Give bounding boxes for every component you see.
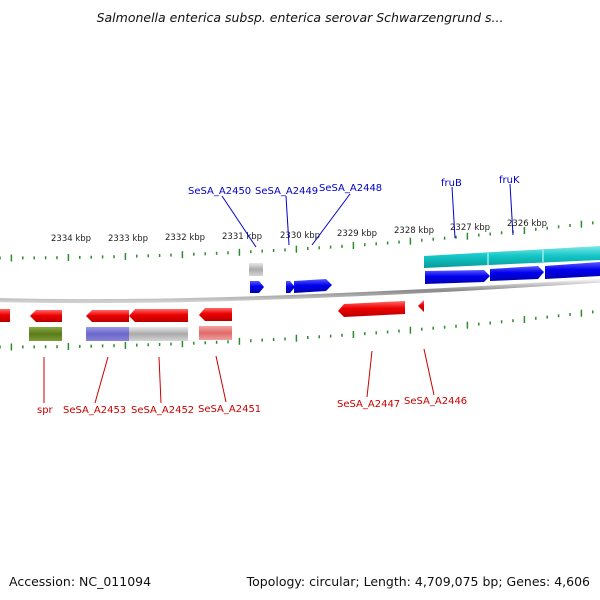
genome-backbone: [0, 278, 600, 304]
tick-label: 2326 kbp: [507, 219, 547, 229]
gene-label[interactable]: SeSA_A2452: [131, 405, 194, 416]
lower-tick-ring: [0, 309, 594, 351]
tick-label: 2329 kbp: [337, 229, 377, 239]
gene-label[interactable]: fruB: [441, 178, 462, 189]
reverse-strand-track: [0, 300, 424, 341]
cds-reverse[interactable]: [30, 310, 62, 322]
accession-label: Accession: NC_011094: [9, 574, 152, 589]
tick-label: 2328 kbp: [394, 226, 434, 236]
callout-lines: [43, 183, 514, 404]
tick-label: 2333 kbp: [108, 234, 148, 244]
gene-label[interactable]: SeSA_A2453: [63, 405, 126, 416]
cds-forward-fruB[interactable]: [425, 270, 490, 284]
cds-reverse-SeSA_A2453[interactable]: [86, 310, 129, 322]
genome-title: Salmonella enterica subsp. enterica sero…: [96, 10, 504, 25]
cds-reverse-SeSA_A2452[interactable]: [129, 309, 188, 322]
tick-label: 2327 kbp: [450, 223, 490, 233]
cds-forward-SeSA_A2448[interactable]: [294, 279, 332, 293]
tick-label: 2334 kbp: [51, 234, 91, 244]
forward-strand-track: [249, 246, 600, 293]
kbp-scale: 2334 kbp 2333 kbp 2332 kbp 2331 kbp 2330…: [51, 219, 547, 244]
gene-label[interactable]: SeSA_A2447: [337, 399, 400, 410]
cds-forward[interactable]: [545, 262, 600, 279]
feature-SeSA_A2452[interactable]: [129, 327, 188, 341]
cds-reverse-SeSA_A2446[interactable]: [418, 300, 424, 312]
cds-forward[interactable]: [424, 246, 600, 268]
gene-label[interactable]: SeSA_A2448: [319, 183, 382, 194]
cds-forward-SeSA_A2449[interactable]: [286, 281, 295, 293]
genome-summary: Topology: circular; Length: 4,709,075 bp…: [246, 574, 590, 589]
gene-label[interactable]: fruK: [499, 175, 520, 186]
cds-forward-SeSA_A2450[interactable]: [250, 281, 264, 293]
rna-feature[interactable]: [249, 263, 263, 276]
gene-label[interactable]: spr: [37, 405, 54, 416]
feature-spr[interactable]: [29, 327, 62, 341]
cds-forward-fruK[interactable]: [490, 266, 544, 281]
reverse-gene-labels: spr SeSA_A2453 SeSA_A2452 SeSA_A2451 SeS…: [37, 396, 467, 416]
feature-SeSA_A2451[interactable]: [199, 326, 232, 340]
tick-label: 2332 kbp: [165, 233, 205, 243]
forward-gene-labels: SeSA_A2450 SeSA_A2449 SeSA_A2448 fruB fr…: [188, 175, 520, 197]
cds-reverse-SeSA_A2447[interactable]: [338, 301, 405, 317]
gene-label[interactable]: SeSA_A2449: [255, 186, 318, 197]
cds-reverse[interactable]: [0, 309, 10, 322]
tick-label: 2331 kbp: [222, 232, 262, 242]
gene-label[interactable]: SeSA_A2451: [198, 404, 261, 415]
gene-label[interactable]: SeSA_A2450: [188, 186, 251, 197]
feature-SeSA_A2453[interactable]: [86, 327, 129, 341]
cds-reverse-SeSA_A2451[interactable]: [199, 308, 232, 321]
tick-label: 2330 kbp: [280, 231, 320, 241]
gene-label[interactable]: SeSA_A2446: [404, 396, 467, 407]
